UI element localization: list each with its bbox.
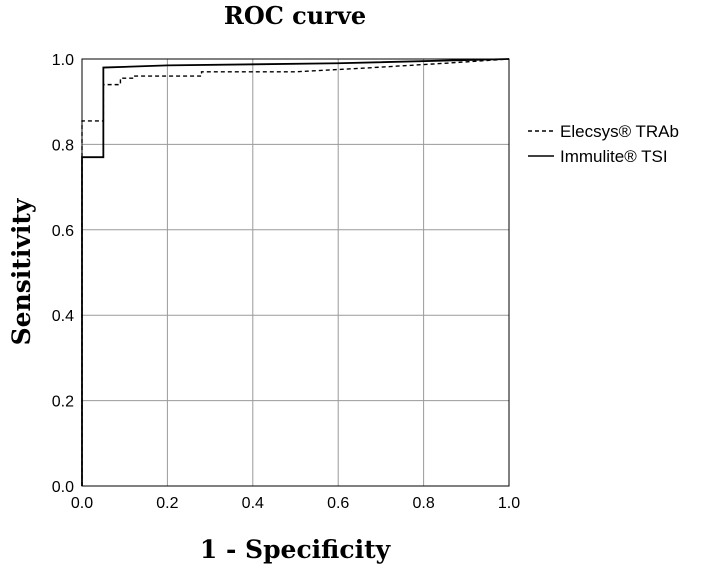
y-tick-label: 0.4 — [52, 308, 74, 325]
series-line-elecsys — [81, 58, 510, 486]
chart-title: ROC curve — [224, 1, 366, 30]
x-tick-label: 0.4 — [242, 495, 264, 512]
x-tick-label: 0.0 — [71, 495, 93, 512]
y-tick-label: 1.0 — [52, 52, 74, 69]
y-axis-ticks: 0.0 0.2 0.4 0.6 0.8 1.0 — [52, 52, 74, 496]
legend-label-immulite: Immulite® TSI — [560, 147, 668, 166]
x-axis-ticks: 0.0 0.2 0.4 0.6 0.8 1.0 — [71, 495, 520, 512]
y-tick-label: 0.0 — [52, 479, 74, 496]
y-tick-label: 0.2 — [52, 394, 74, 411]
x-tick-label: 0.2 — [156, 495, 178, 512]
series-line-immulite — [81, 58, 510, 486]
x-tick-label: 0.8 — [412, 495, 434, 512]
legend-label-elecsys: Elecsys® TRAb — [560, 122, 679, 141]
series-layer — [81, 58, 510, 486]
x-tick-label: 1.0 — [498, 495, 520, 512]
legend: Elecsys® TRAb Immulite® TSI — [528, 122, 679, 166]
grid — [81, 58, 510, 487]
y-tick-label: 0.6 — [52, 223, 74, 240]
plot-frame — [81, 58, 510, 487]
x-tick-label: 0.6 — [327, 495, 349, 512]
x-axis-label: 1 - Specificity — [200, 535, 392, 564]
y-tick-label: 0.8 — [52, 137, 74, 154]
y-axis-label: Sensitivity — [7, 197, 36, 345]
